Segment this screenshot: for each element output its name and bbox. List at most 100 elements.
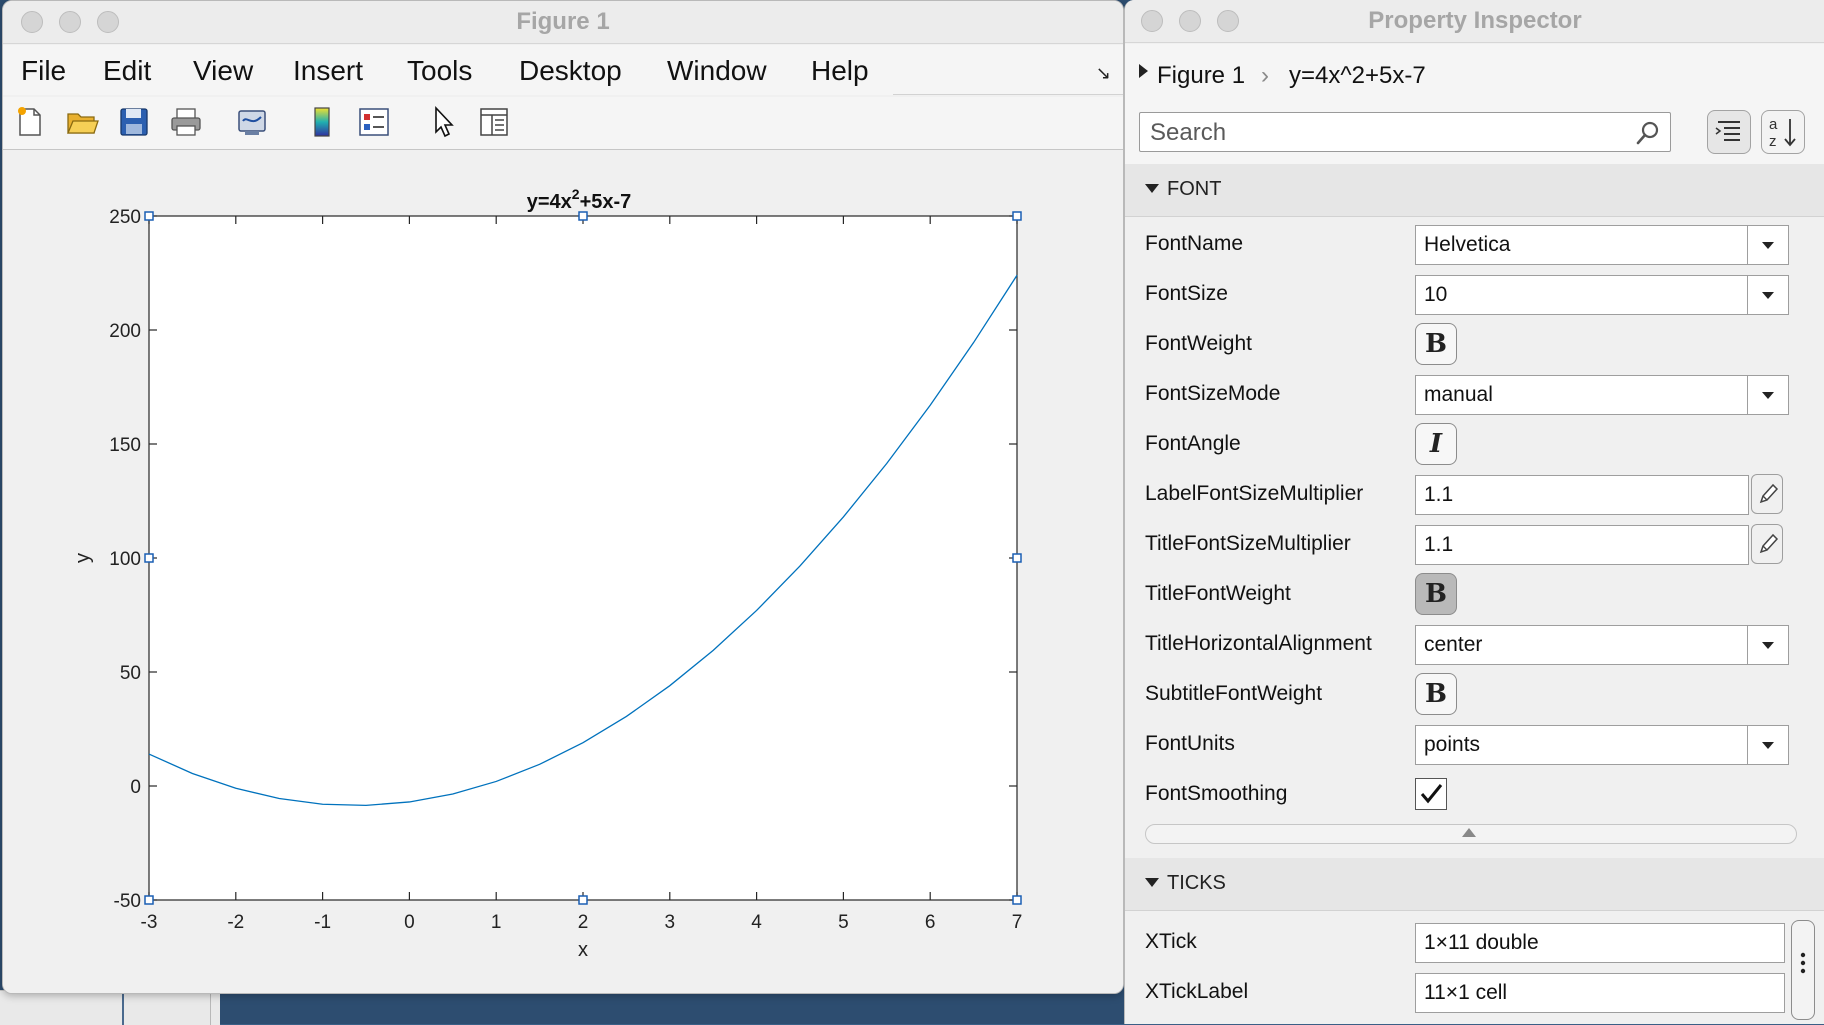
dropdown-arrow-icon[interactable] <box>1747 226 1788 264</box>
minimize-window-button[interactable] <box>59 11 81 33</box>
new-figure-icon[interactable] <box>13 105 47 139</box>
italic-toggle-fontangle[interactable]: I <box>1415 423 1457 465</box>
background-divider <box>122 991 124 1025</box>
x-tick-label: -2 <box>227 912 244 933</box>
section-ticks-header[interactable]: TICKS <box>1125 858 1824 911</box>
y-axis-label[interactable]: y <box>72 553 94 563</box>
menu-view[interactable]: View <box>193 55 254 86</box>
close-window-button[interactable] <box>21 11 43 33</box>
colorbar-icon[interactable] <box>305 105 339 139</box>
plot-canvas: -50 0 50 100 150 200 250 -3 -2 -1 0 1 2 3 4 5 6 7 y=4x2+… <box>3 150 1123 993</box>
menu-file[interactable]: File <box>21 55 67 86</box>
alphabetical-view-button[interactable]: a z <box>1761 110 1805 154</box>
prop-row-subtitlefontweight: SubtitleFontWeight B <box>1125 670 1824 720</box>
dropdown-arrow-icon[interactable] <box>1747 376 1788 414</box>
selection-handle[interactable] <box>144 895 154 905</box>
legend-icon[interactable] <box>357 105 391 139</box>
section-collapse-handle[interactable] <box>1145 824 1797 844</box>
y-tick-label: 150 <box>109 435 141 456</box>
figure-titlebar[interactable]: Figure 1 <box>3 1 1123 44</box>
print-icon[interactable] <box>169 105 203 139</box>
section-font-header[interactable]: FONT <box>1125 164 1824 217</box>
figure-menubar: File Edit View Insert Tools Desktop Wind… <box>3 45 1123 95</box>
breadcrumb-expand-icon[interactable] <box>1139 64 1148 78</box>
x-axis-label[interactable]: x <box>578 939 588 961</box>
x-axis-ticks: -3 -2 -1 0 1 2 3 4 5 6 7 <box>141 216 1023 933</box>
menu-help[interactable]: Help <box>811 55 869 86</box>
prop-row-labelfontsizemultiplier: LabelFontSizeMultiplier 1.1 <box>1125 470 1824 520</box>
prop-label-fontangle: FontAngle <box>1145 432 1241 455</box>
bold-toggle-titlefontweight[interactable]: B <box>1415 573 1457 615</box>
zoom-window-button[interactable] <box>97 11 119 33</box>
font-smoothing-checkbox[interactable] <box>1415 778 1447 810</box>
edit-pencil-button[interactable] <box>1751 474 1783 514</box>
inspector-close-button[interactable] <box>1141 10 1163 32</box>
search-icon[interactable] <box>1634 119 1662 147</box>
breadcrumb-figure[interactable]: Figure 1 <box>1157 62 1246 89</box>
link-plot-icon[interactable] <box>235 105 269 139</box>
prop-label-titlefontsizemultiplier: TitleFontSizeMultiplier <box>1145 532 1351 555</box>
dropdown-arrow-icon[interactable] <box>1747 276 1788 314</box>
vertical-scrollbar[interactable] <box>1791 920 1815 1020</box>
chevron-down-icon <box>1762 742 1774 749</box>
selection-handle[interactable] <box>1012 553 1022 563</box>
menu-desktop[interactable]: Desktop <box>519 55 622 86</box>
menu-tools[interactable]: Tools <box>407 55 473 86</box>
inspector-minimize-button[interactable] <box>1179 10 1201 32</box>
prop-row-xticklabel: XTickLabel 11×1 cell <box>1125 968 1824 1018</box>
group-view-button[interactable] <box>1707 110 1751 154</box>
menu-edit[interactable]: Edit <box>103 55 152 86</box>
x-tick-label: 2 <box>578 912 589 933</box>
breadcrumb-axes[interactable]: y=4x^2+5x-7 <box>1289 62 1426 89</box>
dropdown-arrow-icon[interactable] <box>1747 626 1788 664</box>
prop-field-fontunits[interactable]: points <box>1415 725 1789 765</box>
series-line-0[interactable] <box>148 274 1018 807</box>
prop-value: 1.1 <box>1424 533 1454 556</box>
selection-handle[interactable] <box>578 895 588 905</box>
chart-title[interactable]: y=4x2+5x-7 <box>527 186 632 213</box>
undock-arrow-icon[interactable]: ↘ <box>1095 63 1111 83</box>
prop-row-fontunits: FontUnits points <box>1125 720 1824 770</box>
selection-handle[interactable] <box>144 211 154 221</box>
x-tick-label: 4 <box>751 912 762 933</box>
selection-handle[interactable] <box>144 553 154 563</box>
open-file-icon[interactable] <box>65 105 99 139</box>
selection-handle[interactable] <box>578 211 588 221</box>
property-inspector-icon[interactable] <box>477 105 511 139</box>
inspector-titlebar[interactable]: Property Inspector <box>1125 0 1824 43</box>
selection-handle[interactable] <box>1012 895 1022 905</box>
selection-handle[interactable] <box>1012 211 1022 221</box>
inspector-zoom-button[interactable] <box>1217 10 1239 32</box>
prop-field-fontname[interactable]: Helvetica <box>1415 225 1789 265</box>
prop-field-fontsizemode[interactable]: manual <box>1415 375 1789 415</box>
prop-field-fontsize[interactable]: 10 <box>1415 275 1789 315</box>
prop-value: manual <box>1424 383 1493 406</box>
search-input[interactable] <box>1148 116 1622 150</box>
axes-background[interactable] <box>148 215 1018 901</box>
bold-toggle-subtitlefontweight[interactable]: B <box>1415 673 1457 715</box>
menu-insert[interactable]: Insert <box>293 55 364 86</box>
prop-field-xtick[interactable]: 1×11 double <box>1415 923 1785 963</box>
prop-field-xticklabel[interactable]: 11×1 cell <box>1415 973 1785 1013</box>
bold-toggle-fontweight[interactable]: B <box>1415 323 1457 365</box>
edit-plot-pointer-icon[interactable] <box>427 105 461 139</box>
section-font-label: FONT <box>1167 178 1222 200</box>
prop-field-titlehorizontalalignment[interactable]: center <box>1415 625 1789 665</box>
prop-label-subtitlefontweight: SubtitleFontWeight <box>1145 682 1323 705</box>
menu-window[interactable]: Window <box>667 55 767 86</box>
y-tick-label: 250 <box>109 207 141 228</box>
save-icon[interactable] <box>117 105 151 139</box>
prop-field-titlefontsizemultiplier[interactable]: 1.1 <box>1415 525 1749 565</box>
y-tick-label: -50 <box>114 891 141 912</box>
prop-field-labelfontsizemultiplier[interactable]: 1.1 <box>1415 475 1749 515</box>
prop-row-fontsize: FontSize 10 <box>1125 270 1824 320</box>
edit-pencil-button[interactable] <box>1751 524 1783 564</box>
prop-row-fontangle: FontAngle I <box>1125 420 1824 470</box>
chart-title-rest: +5x-7 <box>580 191 632 213</box>
prop-value: Helvetica <box>1424 233 1511 256</box>
selection-handles <box>144 211 1022 905</box>
dropdown-arrow-icon[interactable] <box>1747 726 1788 764</box>
figure-window: Figure 1 File Edit View Insert Tools Des… <box>2 0 1124 994</box>
x-tick-label: 7 <box>1012 912 1023 933</box>
